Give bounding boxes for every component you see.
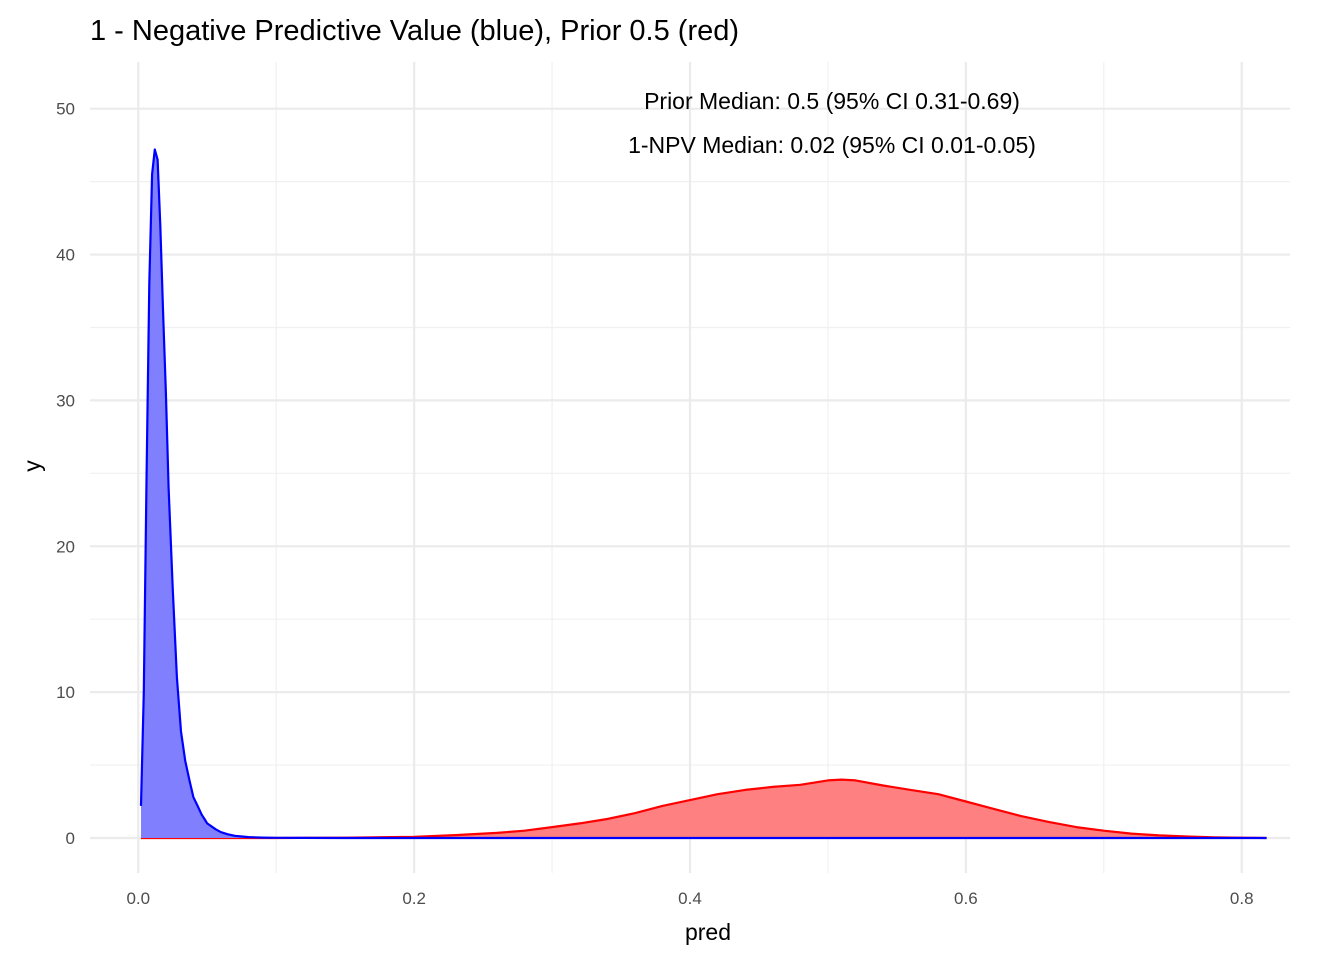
y-tick-label: 50 <box>56 100 75 119</box>
npv-median-annotation: 1-NPV Median: 0.02 (95% CI 0.01-0.05) <box>628 132 1036 158</box>
y-axis-title: y <box>19 460 45 472</box>
y-tick-label: 0 <box>66 829 75 848</box>
y-tick-label: 40 <box>56 246 75 265</box>
x-tick-label: 0.0 <box>126 889 150 908</box>
y-axis-ticks: 0 10 20 30 40 50 <box>56 100 75 848</box>
x-axis-title: pred <box>685 919 731 945</box>
prior-median-annotation: Prior Median: 0.5 (95% CI 0.31-0.69) <box>644 88 1020 114</box>
prior-density-area <box>141 779 1267 838</box>
x-tick-label: 0.4 <box>678 889 702 908</box>
prior-density-line <box>141 778 1267 840</box>
npv-density-line <box>139 148 1267 840</box>
npv-density-area <box>141 149 1267 838</box>
x-tick-label: 0.2 <box>402 889 426 908</box>
y-tick-label: 30 <box>56 391 75 410</box>
chart-title: 1 - Negative Predictive Value (blue), Pr… <box>90 15 739 47</box>
density-series <box>139 148 1267 840</box>
y-tick-label: 10 <box>56 683 75 702</box>
y-tick-label: 20 <box>56 537 75 556</box>
x-tick-label: 0.6 <box>954 889 978 908</box>
x-tick-label: 0.8 <box>1230 889 1254 908</box>
x-axis-ticks: 0.0 0.2 0.4 0.6 0.8 <box>126 889 1253 908</box>
major-gridlines <box>90 62 1290 873</box>
